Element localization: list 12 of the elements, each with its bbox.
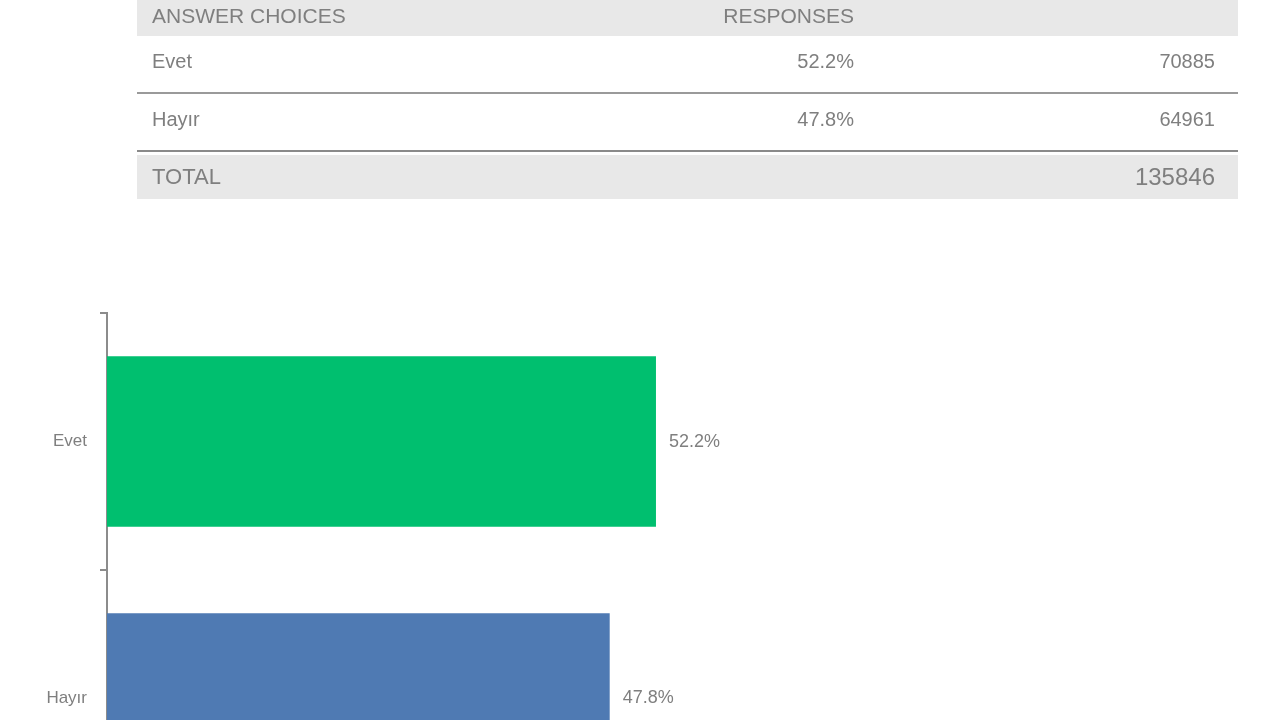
text: 64961 <box>1158 107 1215 132</box>
text: 70885 <box>1158 49 1215 74</box>
text: ANSWER CHOICES <box>152 2 347 29</box>
text: 47.8% <box>797 108 854 130</box>
text: 135846 <box>1133 162 1215 192</box>
text: TOTAL <box>152 163 222 191</box>
text: RESPONSES <box>722 2 854 29</box>
data-label: 52.2% <box>668 430 721 451</box>
category-label: Hayır <box>152 108 200 130</box>
data-label: 47.8% <box>622 687 674 708</box>
text: 52.2% <box>797 50 854 72</box>
category-label: Evet <box>152 50 193 72</box>
